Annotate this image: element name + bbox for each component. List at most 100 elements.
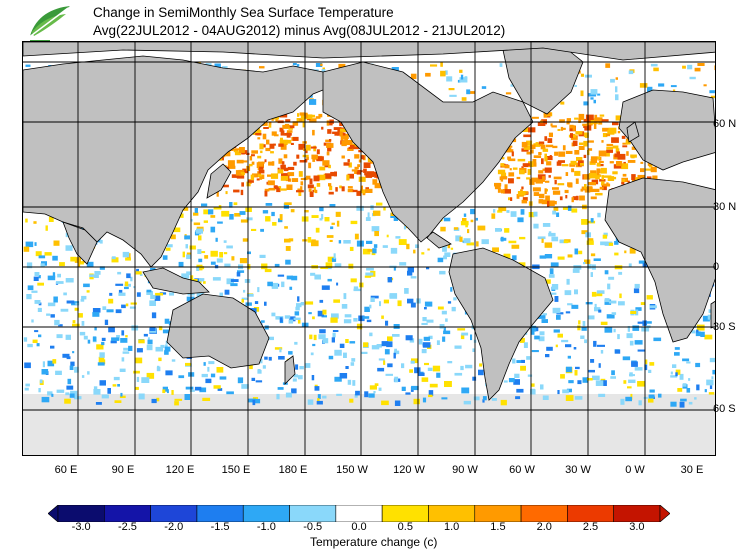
anomaly-cell [510, 211, 517, 217]
anomaly-cell [198, 280, 202, 283]
anomaly-cell [241, 160, 248, 163]
colorbar-cell [196, 505, 244, 522]
anomaly-cell [616, 161, 623, 167]
anomaly-cell [50, 345, 55, 349]
anomaly-cell [601, 181, 605, 184]
anomaly-cell [606, 149, 613, 153]
anomaly-cell [587, 186, 593, 192]
anomaly-cell [463, 213, 467, 217]
anomaly-cell [695, 362, 701, 368]
lat-label-60s: 60 S [713, 403, 736, 415]
anomaly-cell [267, 281, 273, 287]
anomaly-cell [526, 151, 532, 155]
anomaly-cell [307, 184, 314, 189]
anomaly-cell [517, 217, 524, 223]
anomaly-cell [439, 324, 445, 329]
anomaly-cell [541, 200, 548, 205]
anomaly-cell [607, 283, 611, 290]
anomaly-cell [461, 387, 470, 394]
anomaly-cell [608, 300, 617, 304]
anomaly-cell [548, 175, 551, 178]
anomaly-cell [603, 232, 608, 237]
anomaly-cell [503, 189, 511, 194]
anomaly-cell [239, 211, 246, 215]
anomaly-cell [361, 351, 368, 354]
anomaly-cell [333, 253, 336, 260]
anomaly-cell [519, 236, 526, 240]
colorbar-min-arrow [48, 505, 59, 522]
anomaly-cell [285, 119, 291, 123]
anomaly-cell [267, 174, 273, 177]
anomaly-cell [475, 217, 478, 221]
anomaly-cell [511, 244, 520, 249]
anomaly-cell [292, 378, 297, 382]
anomaly-cell [559, 119, 565, 123]
anomaly-cell [332, 332, 336, 338]
lon-label-120w: 120 W [393, 464, 425, 476]
anomaly-cell [290, 209, 295, 213]
anomaly-cell [538, 336, 545, 342]
anomaly-cell [353, 286, 359, 291]
anomaly-cell [604, 299, 612, 305]
anomaly-cell [590, 89, 598, 95]
anomaly-cell [552, 210, 556, 215]
anomaly-cell [578, 320, 581, 325]
anomaly-cell [591, 291, 597, 297]
anomaly-cell [552, 307, 561, 314]
anomaly-cell [133, 286, 136, 289]
anomaly-cell [112, 384, 117, 387]
anomaly-cell [277, 274, 285, 277]
anomaly-cell [544, 136, 548, 141]
anomaly-cell [583, 262, 586, 265]
anomaly-cell [392, 334, 400, 337]
anomaly-cell [27, 343, 33, 348]
anomaly-cell [544, 156, 548, 162]
anomaly-cell [590, 253, 596, 257]
anomaly-cell [602, 133, 608, 138]
anomaly-cell [611, 370, 615, 376]
anomaly-cell [617, 131, 621, 134]
anomaly-cell [279, 113, 288, 118]
anomaly-cell [212, 277, 221, 281]
anomaly-cell [356, 169, 361, 175]
anomaly-cell [275, 185, 278, 190]
anomaly-cell [450, 247, 454, 250]
anomaly-cell [287, 172, 295, 177]
anomaly-cell [481, 86, 487, 89]
anomaly-cell [544, 242, 553, 248]
anomaly-cell [87, 339, 91, 344]
anomaly-cell [640, 302, 646, 305]
anomaly-cell [327, 256, 336, 262]
anomaly-cell [446, 76, 453, 82]
anomaly-cell [510, 197, 513, 201]
anomaly-cell [708, 392, 715, 395]
anomaly-cell [626, 151, 629, 156]
anomaly-cell [350, 220, 358, 225]
british-isles-landmass [626, 121, 640, 143]
anomaly-cell [703, 84, 707, 87]
anomaly-cell [547, 200, 555, 206]
colorbar-cell [104, 505, 151, 522]
anomaly-cell [497, 169, 506, 175]
anomaly-cell [413, 249, 416, 254]
anomaly-cell [354, 171, 358, 174]
anomaly-cell [589, 161, 596, 165]
title-line-2: Avg(22JUL2012 - 04AUG2012) minus Avg(08J… [93, 23, 506, 38]
anomaly-cell [653, 337, 662, 342]
anomaly-cell [272, 116, 280, 120]
anomaly-cell [551, 236, 559, 242]
anomaly-cell [71, 301, 80, 306]
anomaly-cell [583, 101, 589, 106]
anomaly-cell [578, 118, 582, 123]
europe-landmass [618, 89, 715, 171]
anomaly-cell [356, 205, 364, 211]
anomaly-cell [92, 312, 100, 317]
anomaly-cell [35, 251, 42, 257]
anomaly-cell [255, 174, 262, 178]
anomaly-cell [598, 393, 606, 397]
anomaly-cell [184, 394, 190, 400]
anomaly-cell [331, 222, 335, 225]
anomaly-cell [38, 275, 41, 279]
anomaly-cell [330, 171, 337, 177]
anomaly-cell [423, 336, 430, 341]
